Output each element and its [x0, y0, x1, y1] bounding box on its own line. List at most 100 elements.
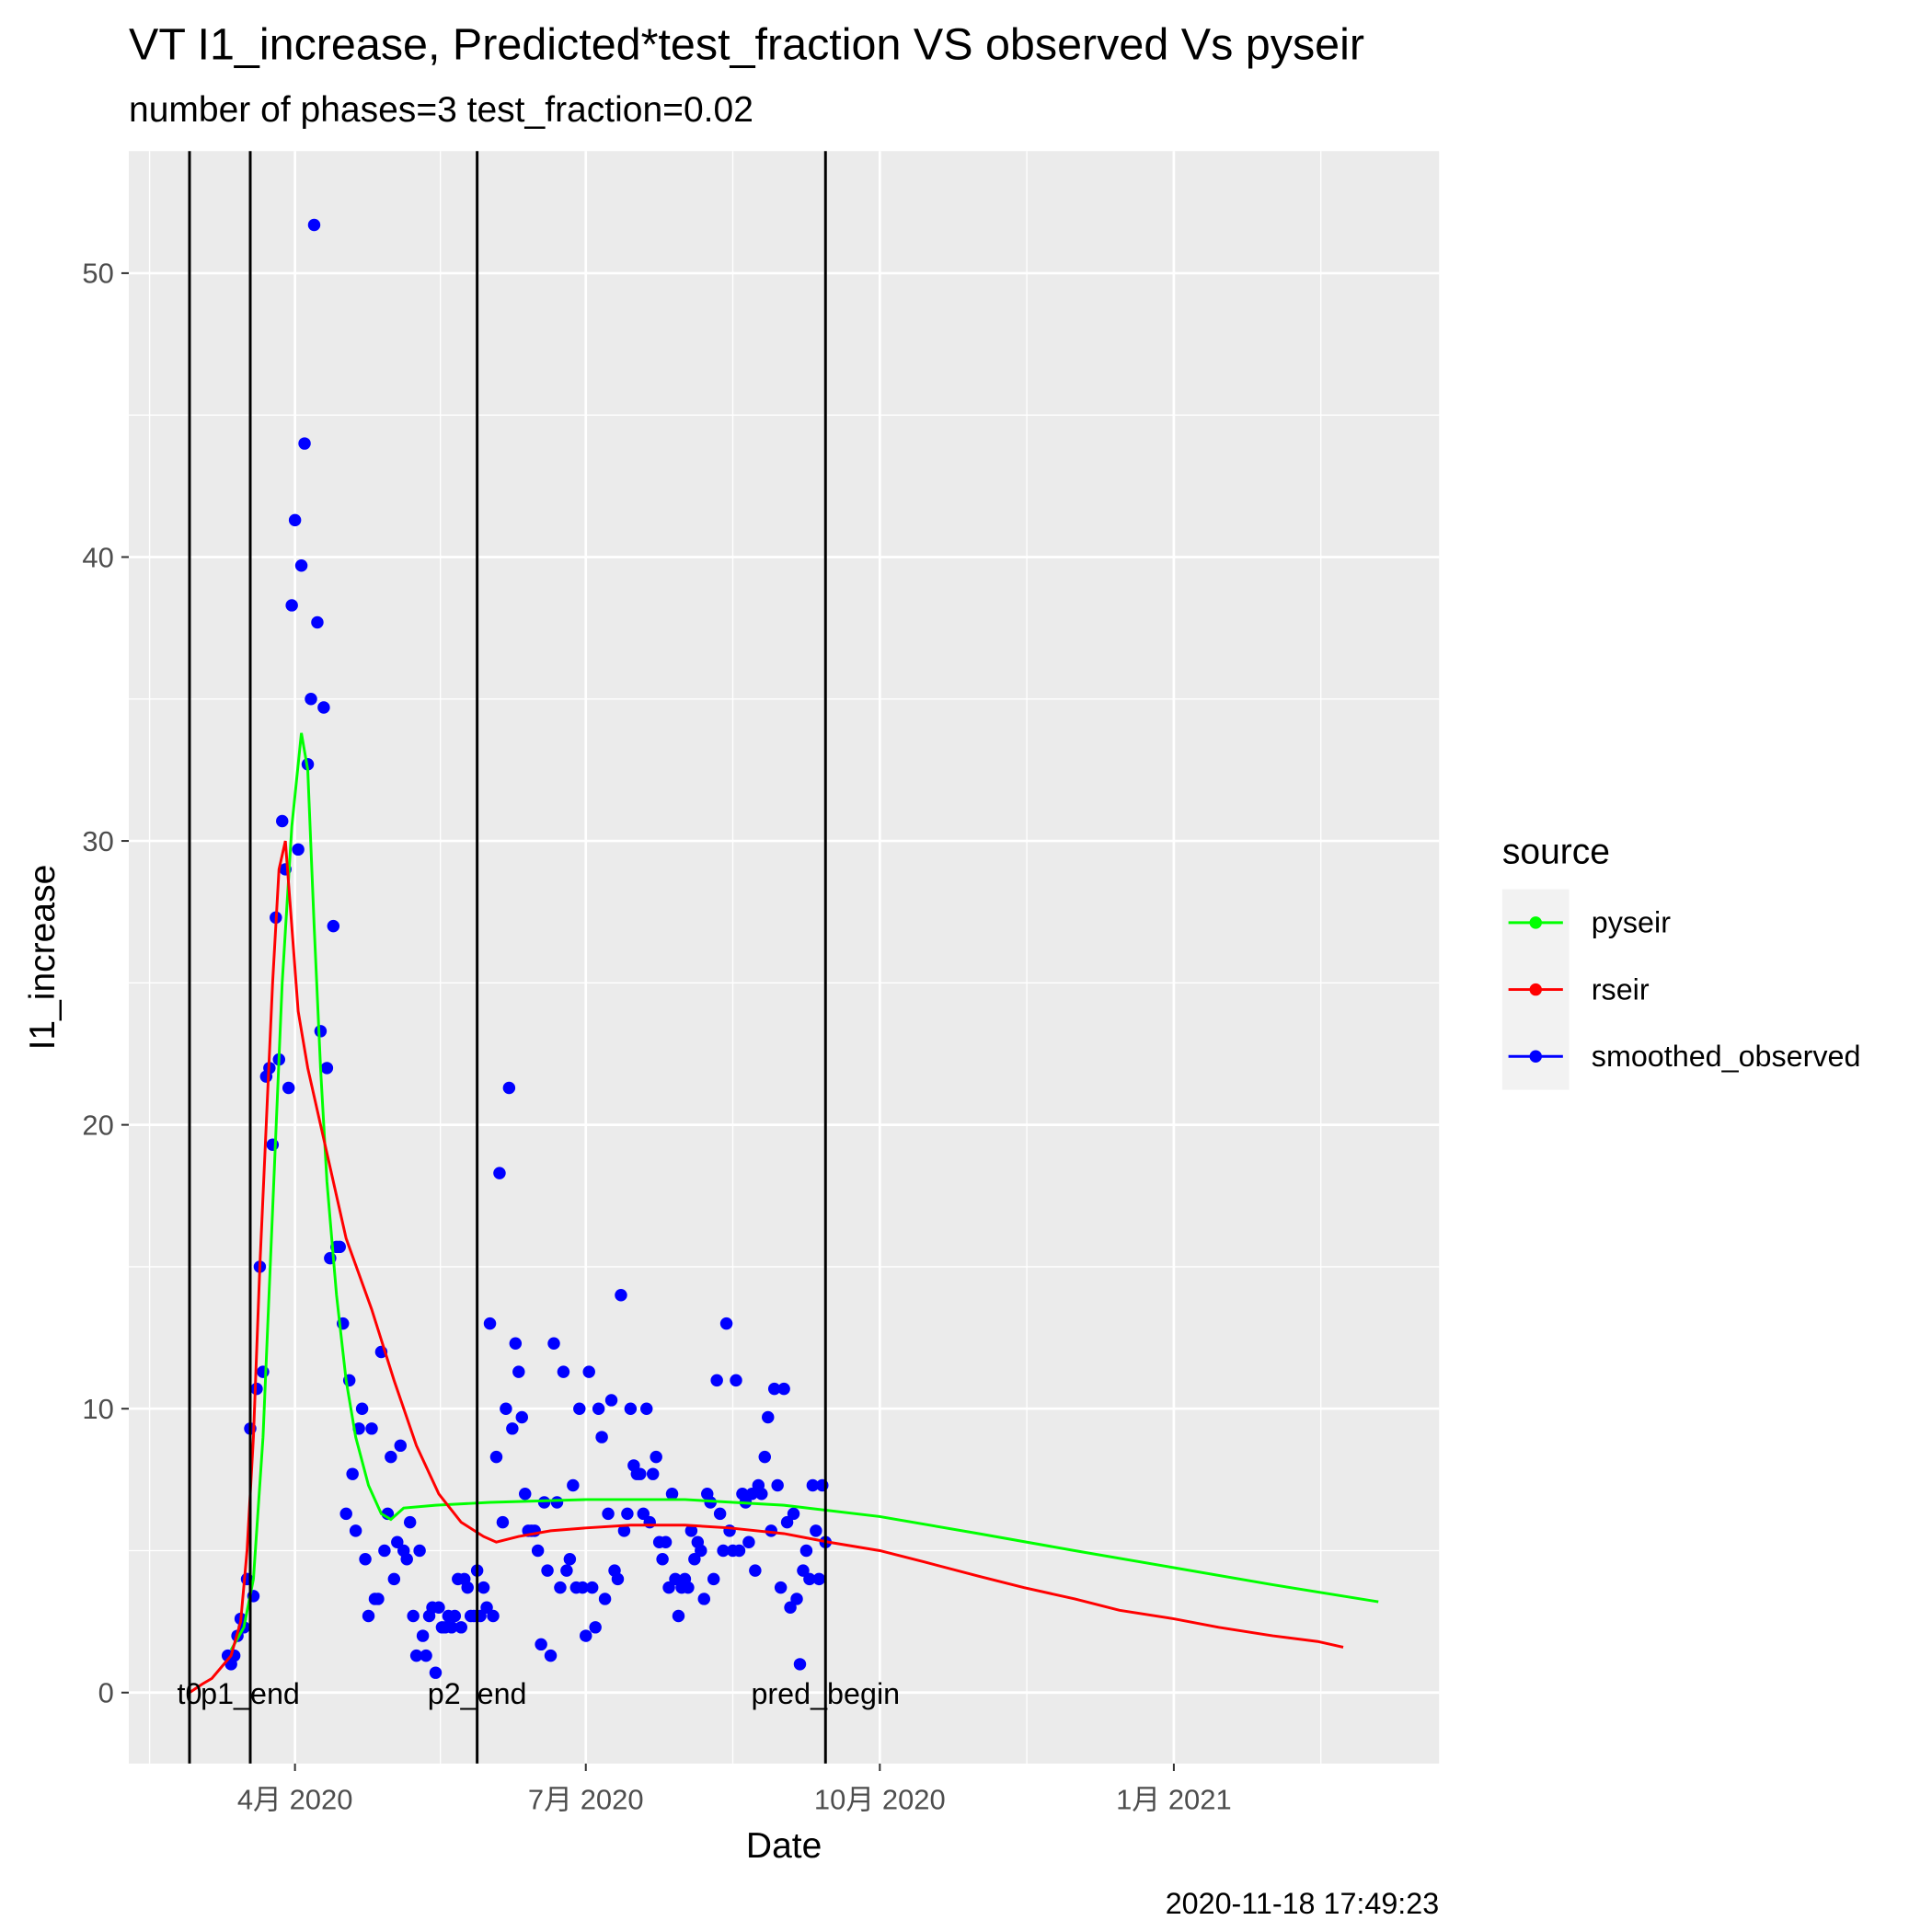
point — [294, 559, 308, 572]
point — [589, 1621, 602, 1634]
point — [771, 1478, 784, 1492]
point — [554, 1581, 567, 1594]
grid — [129, 151, 1440, 1764]
point — [339, 1507, 352, 1521]
point — [684, 1524, 698, 1537]
x-tick-label: 4月 2020 — [237, 1784, 353, 1816]
x-tick-label: 1月 2021 — [1116, 1784, 1232, 1816]
phase-label: pred_begin — [751, 1677, 900, 1710]
point — [365, 1422, 378, 1435]
point — [806, 1478, 820, 1492]
point — [250, 1382, 263, 1396]
point — [541, 1564, 554, 1577]
point — [487, 1609, 500, 1623]
point — [477, 1581, 490, 1594]
point — [403, 1515, 417, 1529]
point — [793, 1658, 807, 1671]
point — [624, 1402, 638, 1415]
point — [803, 1572, 816, 1586]
point — [394, 1439, 407, 1453]
point — [682, 1581, 695, 1594]
point — [292, 843, 305, 857]
point — [285, 599, 298, 612]
point — [732, 1544, 746, 1558]
x-axis-title: Date — [746, 1826, 822, 1866]
panel — [129, 151, 1440, 1764]
x-tick-label: 10月 2020 — [814, 1784, 946, 1816]
point — [266, 1138, 280, 1151]
point — [378, 1544, 391, 1558]
point — [407, 1609, 420, 1623]
point — [560, 1564, 573, 1577]
point — [637, 1507, 650, 1521]
point — [742, 1535, 755, 1548]
axes: 0 10 20 30 40 50 4月 2020 7月 2020 10月 2020 1月 2021 — [82, 258, 1231, 1816]
point — [519, 1488, 532, 1501]
point — [812, 1572, 826, 1586]
point — [810, 1524, 822, 1537]
point — [604, 1394, 618, 1407]
point — [672, 1609, 685, 1623]
point — [669, 1572, 682, 1586]
point — [385, 1450, 397, 1464]
legend: source pyseir rseir smoothed_observed — [1501, 832, 1861, 1090]
series-line — [189, 840, 1344, 1695]
point — [387, 1572, 401, 1586]
point — [717, 1544, 730, 1558]
point — [288, 513, 302, 527]
chart-title: VT I1_increase, Predicted*test_fraction … — [129, 20, 1364, 70]
point — [506, 1422, 519, 1435]
legend-title: source — [1502, 832, 1610, 871]
point — [346, 1467, 359, 1480]
caption: 2020-11-18 17:49:23 — [1166, 1887, 1440, 1920]
legend-label: rseir — [1592, 972, 1650, 1006]
point — [500, 1402, 512, 1415]
point — [416, 1629, 430, 1642]
point — [646, 1467, 660, 1480]
point — [282, 1081, 295, 1095]
point — [327, 919, 340, 933]
point — [787, 1507, 800, 1521]
point — [461, 1581, 474, 1594]
y-tick-label: 0 — [98, 1677, 114, 1709]
point — [515, 1410, 528, 1424]
point — [531, 1544, 545, 1558]
point — [656, 1553, 669, 1566]
point — [695, 1544, 707, 1558]
point — [710, 1374, 723, 1387]
point — [777, 1382, 790, 1396]
point — [640, 1402, 653, 1415]
point — [512, 1365, 525, 1378]
phase-label: p2_end — [428, 1677, 527, 1710]
point — [585, 1581, 599, 1594]
point — [372, 1593, 385, 1605]
point — [257, 1365, 270, 1378]
point — [621, 1507, 634, 1521]
point — [713, 1507, 727, 1521]
point — [797, 1564, 810, 1577]
point — [774, 1581, 788, 1594]
point — [420, 1649, 432, 1662]
point — [391, 1535, 404, 1548]
point — [688, 1553, 701, 1566]
point — [333, 1240, 346, 1254]
point — [429, 1666, 443, 1679]
point — [502, 1081, 516, 1095]
point — [550, 1496, 564, 1509]
point — [359, 1553, 372, 1566]
point — [659, 1535, 673, 1548]
point — [547, 1337, 560, 1350]
point — [349, 1524, 362, 1537]
point — [650, 1450, 662, 1464]
point — [307, 218, 321, 232]
phase-label: t0 — [178, 1677, 202, 1710]
point — [662, 1581, 675, 1594]
point — [276, 814, 289, 828]
point — [704, 1496, 717, 1509]
legend-key-point — [1529, 916, 1542, 929]
point — [749, 1564, 762, 1577]
legend-label: smoothed_observed — [1592, 1040, 1861, 1073]
point — [762, 1410, 775, 1424]
point — [314, 1025, 328, 1038]
